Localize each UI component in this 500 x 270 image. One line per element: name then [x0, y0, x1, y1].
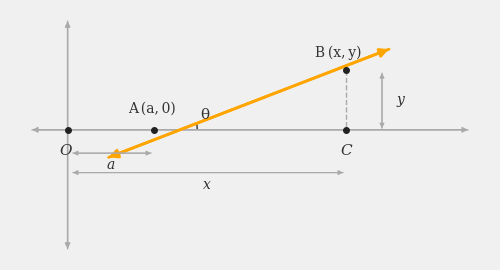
- Text: a: a: [106, 158, 115, 172]
- Text: y: y: [396, 93, 404, 107]
- Text: x: x: [203, 178, 210, 192]
- Text: O: O: [59, 144, 72, 158]
- Text: B (x, y): B (x, y): [315, 46, 362, 60]
- Text: C: C: [340, 144, 352, 158]
- Text: θ: θ: [200, 108, 209, 122]
- Text: A (a, 0): A (a, 0): [128, 102, 176, 116]
